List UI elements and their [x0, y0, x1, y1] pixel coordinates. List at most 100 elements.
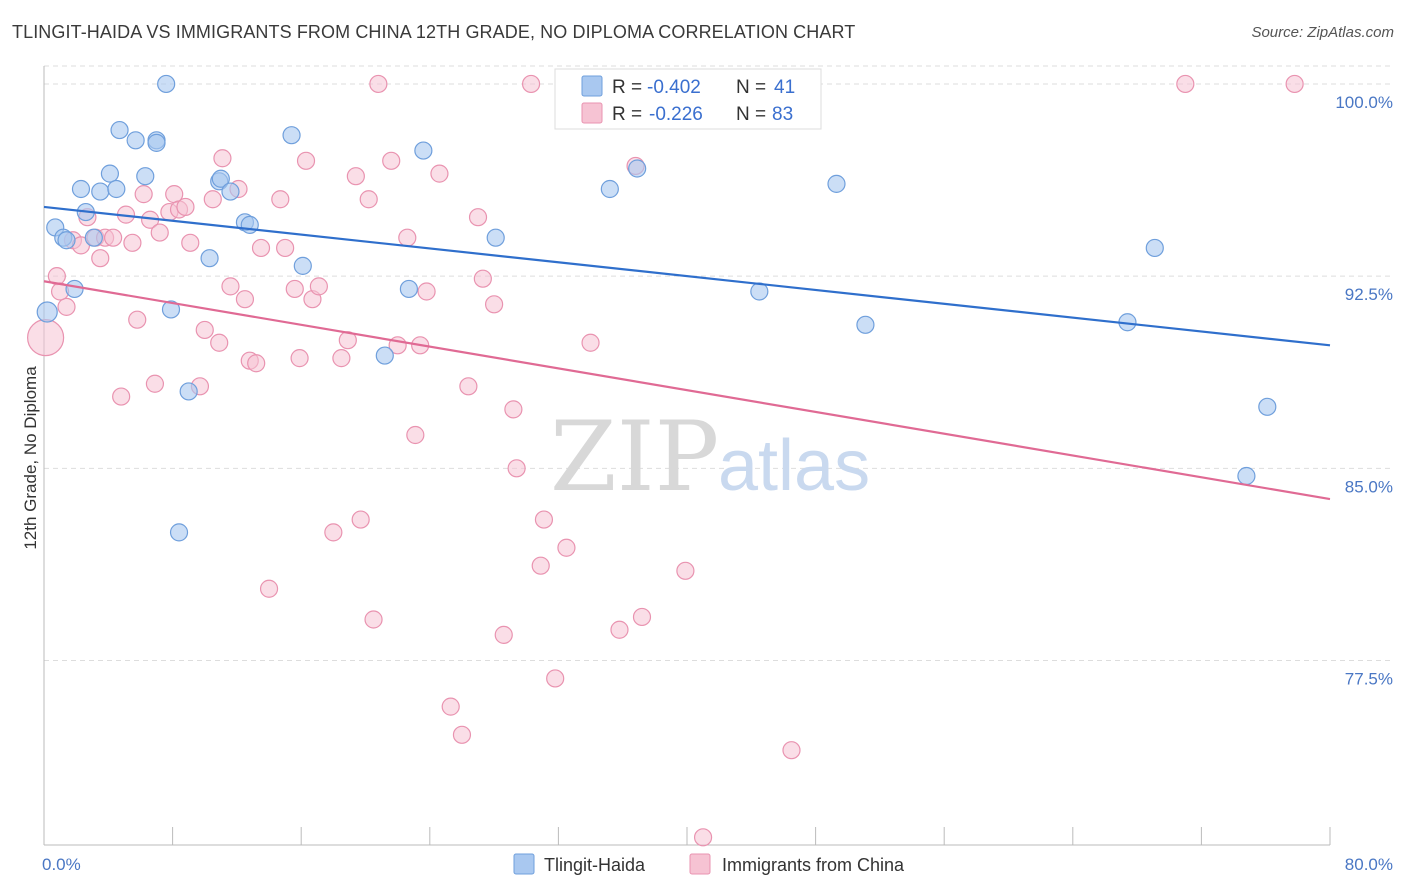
legend-n-value-1: 41	[774, 77, 795, 98]
point-immigrants-from-china	[406, 425, 425, 445]
point-immigrants-from-china	[473, 269, 492, 288]
point-immigrants-from-china	[145, 374, 165, 393]
point-immigrants-from-china	[276, 238, 295, 258]
legend-r-label-2: R =	[612, 104, 642, 125]
legend-swatch-pink	[581, 102, 603, 124]
point-immigrants-from-china	[91, 249, 110, 268]
point-tlingit-haida	[293, 256, 312, 275]
legend-n-label-2: N =	[736, 104, 766, 125]
point-tlingit-haida	[1258, 397, 1277, 416]
point-immigrants-from-china	[693, 828, 713, 847]
point-tlingit-haida	[57, 231, 76, 250]
point-immigrants-from-china	[235, 290, 255, 309]
point-immigrants-from-china	[176, 197, 195, 217]
point-immigrants-from-china	[507, 459, 526, 478]
point-tlingit-haida	[36, 301, 58, 323]
y-tick-labels: 77.5% 85.0% 92.5% 100.0%	[1335, 93, 1393, 689]
point-immigrants-from-china	[521, 74, 541, 94]
point-immigrants-from-china	[309, 277, 328, 296]
point-immigrants-from-china	[324, 523, 343, 542]
point-immigrants-from-china	[1176, 74, 1195, 94]
legend-r-label-1: R =	[612, 77, 642, 98]
point-tlingit-haida	[110, 120, 129, 140]
point-tlingit-haida	[71, 179, 91, 199]
point-immigrants-from-china	[676, 561, 695, 580]
point-tlingit-haida	[221, 182, 240, 201]
point-immigrants-from-china	[259, 579, 279, 598]
point-tlingit-haida	[126, 131, 145, 150]
legend-series: Tlingit-Haida Immigrants from China	[513, 853, 905, 875]
point-immigrants-from-china	[494, 625, 513, 644]
point-immigrants-from-china	[468, 208, 488, 227]
point-tlingit-haida	[375, 346, 394, 365]
y-tick-label: 100.0%	[1335, 93, 1393, 112]
legend-n-value-2: 83	[772, 104, 793, 125]
point-tlingit-haida	[827, 174, 846, 193]
point-tlingit-haida	[136, 167, 155, 186]
axes	[43, 66, 1331, 846]
legend-r-value-2: -0.226	[649, 104, 703, 125]
point-immigrants-from-china	[27, 319, 65, 357]
point-immigrants-from-china	[128, 310, 147, 329]
point-immigrants-from-china	[112, 387, 131, 406]
point-immigrants-from-china	[417, 282, 436, 301]
point-tlingit-haida	[107, 179, 126, 199]
point-immigrants-from-china	[271, 190, 290, 209]
y-tick-label: 92.5%	[1345, 285, 1393, 304]
series-tlingit-haida-points	[36, 74, 1277, 542]
watermark: ZIP atlas	[550, 401, 870, 513]
point-tlingit-haida	[600, 179, 619, 199]
point-tlingit-haida	[84, 228, 103, 247]
x-tick-label-max: 80.0%	[1345, 855, 1393, 874]
point-tlingit-haida	[157, 74, 176, 94]
y-tick-label: 85.0%	[1345, 477, 1393, 496]
point-immigrants-from-china	[247, 354, 266, 373]
point-immigrants-from-china	[632, 607, 652, 627]
point-tlingit-haida	[1237, 466, 1256, 486]
point-immigrants-from-china	[441, 697, 460, 716]
point-immigrants-from-china	[351, 510, 370, 529]
series-immigrants-from-china-points	[27, 74, 1304, 847]
point-immigrants-from-china	[782, 741, 801, 760]
legend-series-label-2: Immigrants from China	[722, 855, 905, 875]
point-immigrants-from-china	[203, 190, 222, 209]
legend-series-swatch-pink	[689, 853, 711, 875]
point-tlingit-haida	[161, 300, 181, 319]
trend-line-tlingit-haida	[43, 205, 1331, 347]
point-tlingit-haida	[856, 315, 875, 334]
trend-lines	[43, 205, 1331, 501]
legend-n-label-1: N =	[736, 77, 766, 98]
point-immigrants-from-china	[213, 149, 232, 168]
point-immigrants-from-china	[382, 151, 401, 170]
point-tlingit-haida	[65, 279, 84, 299]
watermark-atlas: atlas	[718, 426, 870, 506]
point-tlingit-haida	[200, 249, 219, 268]
point-tlingit-haida	[91, 182, 110, 201]
source-credit: Source: ZipAtlas.com	[1251, 24, 1394, 41]
point-immigrants-from-china	[210, 333, 229, 352]
point-immigrants-from-china	[364, 610, 383, 629]
point-tlingit-haida	[179, 382, 198, 401]
x-tick-labels: 0.0% 80.0%	[42, 855, 1393, 874]
legend-series-swatch-blue	[513, 853, 535, 875]
point-immigrants-from-china	[398, 228, 417, 247]
point-immigrants-from-china	[610, 620, 629, 639]
legend-series-label-1: Tlingit-Haida	[544, 855, 646, 875]
legend-stats: R = -0.402 N = 41 R = -0.226 N = 83	[554, 68, 822, 130]
point-immigrants-from-china	[359, 190, 378, 209]
point-immigrants-from-china	[581, 333, 600, 352]
point-tlingit-haida	[628, 159, 647, 178]
point-immigrants-from-china	[150, 223, 169, 242]
point-tlingit-haida	[169, 523, 189, 542]
point-immigrants-from-china	[104, 228, 123, 247]
point-tlingit-haida	[486, 228, 505, 247]
point-tlingit-haida	[147, 133, 166, 152]
y-tick-label: 77.5%	[1345, 670, 1393, 689]
point-tlingit-haida	[282, 126, 301, 145]
point-immigrants-from-china	[546, 669, 565, 688]
point-immigrants-from-china	[557, 538, 576, 557]
point-immigrants-from-china	[430, 164, 449, 183]
point-immigrants-from-china	[57, 297, 76, 316]
point-tlingit-haida	[414, 141, 433, 160]
